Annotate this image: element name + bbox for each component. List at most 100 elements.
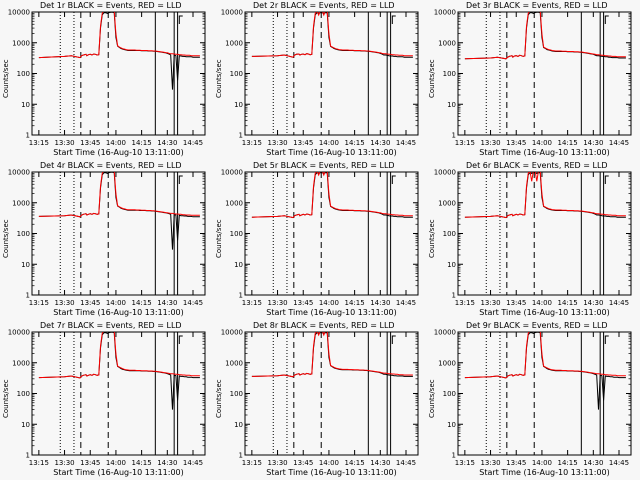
x-tick-label: 14:00 (106, 299, 126, 307)
x-tick-label: 14:15 (345, 299, 365, 307)
panel-title: Det 4r BLACK = Events, RED = LLD (40, 161, 182, 170)
lld-series-line (464, 12, 626, 60)
x-tick-label: 14:30 (583, 139, 603, 147)
y-tick-label: 100 (443, 70, 456, 78)
events-series-line (251, 12, 413, 58)
lld-series-line (38, 12, 200, 59)
plot-frame (457, 331, 632, 456)
x-tick-label: 13:30 (480, 299, 500, 307)
x-tick-label: 14:30 (370, 139, 390, 147)
detector-plot: 1 10 100 1000 10000 13:15 13:30 13:45 14:00 14:15… (8, 9, 206, 147)
x-tick-label: 13:45 (80, 139, 100, 147)
y-tick-label: 1 (26, 292, 30, 300)
y-tick-label: 10 (234, 101, 243, 109)
y-tick-label: 10000 (8, 9, 30, 17)
events-series-line (464, 172, 626, 219)
x-tick-label: 13:30 (267, 139, 287, 147)
y-tick-label: 10000 (8, 169, 30, 177)
detector-plot: 1 10 100 1000 10000 13:15 13:30 13:45 14:00 14:15… (221, 169, 419, 307)
events-series-line (251, 332, 413, 378)
y-tick-label: 10 (234, 261, 243, 269)
x-tick-label: 14:00 (319, 459, 339, 467)
y-tick-label: 1000 (225, 359, 243, 367)
y-tick-label: 100 (230, 230, 243, 238)
time-marker-bracket (391, 175, 396, 184)
x-tick-label: 14:30 (583, 459, 603, 467)
x-tick-label: 14:45 (183, 299, 203, 307)
y-tick-label: 100 (443, 390, 456, 398)
events-series-line (251, 172, 413, 219)
panel-title: Det 9r BLACK = Events, RED = LLD (466, 321, 608, 330)
plot-frame (31, 11, 206, 136)
x-tick-label: 14:30 (370, 459, 390, 467)
y-tick-label: 10000 (221, 9, 243, 17)
y-axis-label: Counts/sec (2, 219, 10, 258)
lld-series-line (38, 172, 200, 218)
time-marker-bracket (604, 15, 609, 24)
x-tick-label: 14:15 (132, 139, 152, 147)
detector-panel: 1 10 100 1000 10000 13:15 13:30 13:45 14:00 14:15… (213, 160, 426, 320)
plot-frame (31, 171, 206, 296)
x-tick-label: 13:45 (293, 139, 313, 147)
x-axis-label: Start Time (16-Aug-10 13:11:00) (479, 468, 610, 477)
y-tick-label: 100 (230, 390, 243, 398)
detector-panel: 1 10 100 1000 10000 13:15 13:30 13:45 14:00 14:15… (213, 320, 426, 480)
time-marker-bracket (178, 335, 183, 344)
detector-plot: 1 10 100 1000 10000 13:15 13:30 13:45 14:00 14:15… (8, 169, 206, 307)
x-tick-label: 13:15 (455, 299, 475, 307)
x-tick-label: 14:45 (183, 139, 203, 147)
y-tick-label: 10000 (8, 329, 30, 337)
y-tick-label: 10 (447, 261, 456, 269)
plot-frame (244, 11, 419, 136)
x-tick-label: 14:00 (319, 139, 339, 147)
x-tick-label: 14:30 (157, 459, 177, 467)
y-tick-label: 1000 (225, 39, 243, 47)
y-tick-label: 1 (452, 132, 456, 140)
events-series-line (38, 332, 200, 410)
detector-plot: 1 10 100 1000 10000 13:15 13:30 13:45 14:00 14:15… (221, 9, 419, 147)
y-tick-label: 100 (17, 390, 30, 398)
y-tick-label: 10 (447, 421, 456, 429)
events-series-line (38, 12, 200, 90)
y-tick-label: 100 (17, 230, 30, 238)
detector-panel: 1 10 100 1000 10000 13:15 13:30 13:45 14:00 14:15… (0, 320, 213, 480)
x-tick-label: 13:15 (242, 139, 262, 147)
events-series-line (38, 172, 200, 250)
y-tick-label: 1000 (12, 199, 30, 207)
y-tick-label: 1000 (12, 359, 30, 367)
x-tick-label: 14:45 (609, 139, 629, 147)
y-axis-label: Counts/sec (215, 379, 223, 418)
x-axis-label: Start Time (16-Aug-10 13:11:00) (479, 148, 610, 157)
x-tick-label: 13:45 (80, 459, 100, 467)
x-tick-label: 14:00 (319, 299, 339, 307)
plot-frame (244, 331, 419, 456)
y-tick-label: 10 (21, 101, 30, 109)
plot-frame (457, 11, 632, 136)
lld-series-line (464, 172, 626, 219)
y-tick-label: 1000 (12, 39, 30, 47)
detector-plot: 1 10 100 1000 10000 13:15 13:30 13:45 14:00 14:15… (221, 329, 419, 467)
y-tick-label: 10000 (221, 329, 243, 337)
time-marker-bracket (604, 175, 609, 184)
time-marker-bracket (391, 335, 396, 344)
lld-series-line (38, 332, 200, 379)
x-tick-label: 14:00 (106, 139, 126, 147)
detector-panel: 1 10 100 1000 10000 13:15 13:30 13:45 14:00 14:15… (426, 160, 639, 320)
x-tick-label: 14:30 (370, 299, 390, 307)
y-tick-label: 1 (239, 132, 243, 140)
detector-panel: 1 10 100 1000 10000 13:15 13:30 13:45 14:00 14:15… (426, 320, 639, 480)
lld-series-line (251, 172, 413, 219)
y-axis-label: Counts/sec (215, 59, 223, 98)
x-tick-label: 13:30 (54, 299, 74, 307)
panel-title: Det 1r BLACK = Events, RED = LLD (40, 1, 182, 10)
x-axis-label: Start Time (16-Aug-10 13:11:00) (53, 148, 184, 157)
x-tick-label: 13:45 (506, 299, 526, 307)
x-axis-label: Start Time (16-Aug-10 13:11:00) (266, 148, 397, 157)
panel-title: Det 6r BLACK = Events, RED = LLD (466, 161, 608, 170)
x-tick-label: 13:15 (29, 459, 49, 467)
panel-title: Det 5r BLACK = Events, RED = LLD (253, 161, 395, 170)
panel-title: Det 7r BLACK = Events, RED = LLD (40, 321, 182, 330)
x-tick-label: 13:30 (480, 459, 500, 467)
y-tick-label: 100 (17, 70, 30, 78)
